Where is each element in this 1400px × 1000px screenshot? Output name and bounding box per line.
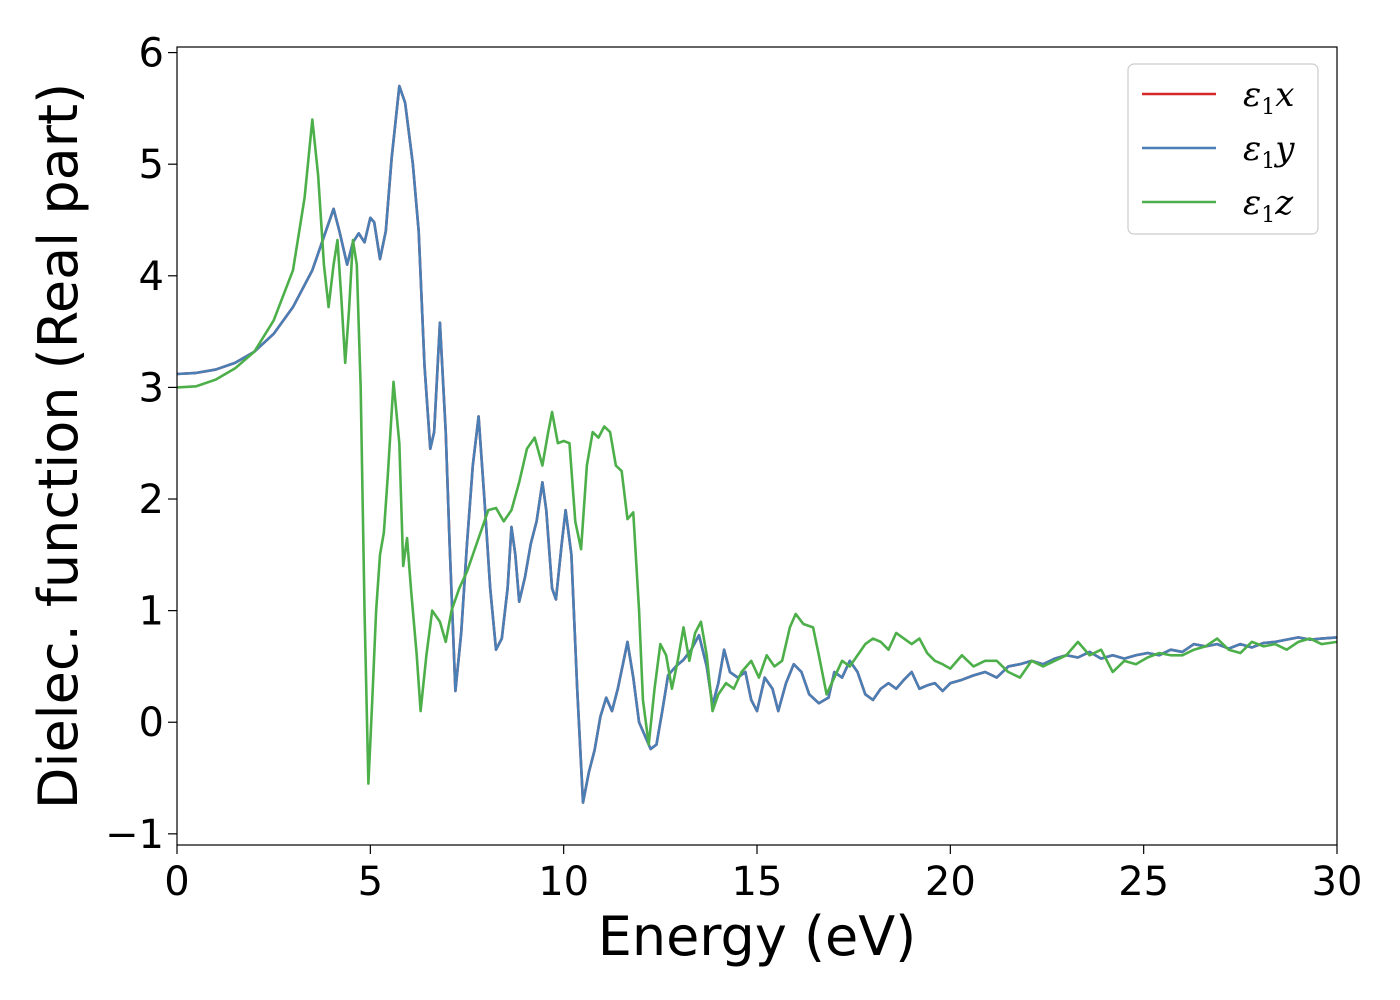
series-line-3 xyxy=(177,118,1337,785)
series-layer xyxy=(177,84,1337,804)
y-tick-label: 6 xyxy=(139,31,164,77)
x-tick-label: 15 xyxy=(732,859,783,905)
x-tick-label: 25 xyxy=(1118,859,1169,905)
y-tick-label: 1 xyxy=(139,589,164,635)
y-tick-label: 5 xyxy=(139,142,164,188)
y-tick-label: 2 xyxy=(139,477,164,523)
legend: ε1x ε1y ε1z xyxy=(1127,63,1319,235)
x-axis-label: Energy (eV) xyxy=(598,905,917,968)
x-tick-label: 30 xyxy=(1312,859,1363,905)
y-axis-label: Dielec. function (Real part) xyxy=(27,83,90,809)
y-tick-label: −1 xyxy=(105,812,164,858)
y-tick-label: 0 xyxy=(139,700,164,746)
x-tick-label: 10 xyxy=(538,859,589,905)
legend-label: ε1x xyxy=(1243,75,1294,120)
y-axis: −1 0 1 2 3 4 5 6 xyxy=(105,31,177,858)
x-tick-label: 0 xyxy=(164,859,189,905)
y-tick-label: 4 xyxy=(139,254,164,300)
y-tick-label: 3 xyxy=(139,365,164,411)
x-tick-label: 5 xyxy=(358,859,383,905)
legend-label: ε1y xyxy=(1243,129,1295,174)
x-tick-label: 20 xyxy=(925,859,976,905)
x-axis: 0 5 10 15 20 25 30 xyxy=(164,845,1362,905)
legend-box xyxy=(1127,63,1319,235)
legend-label: ε1z xyxy=(1243,183,1294,228)
